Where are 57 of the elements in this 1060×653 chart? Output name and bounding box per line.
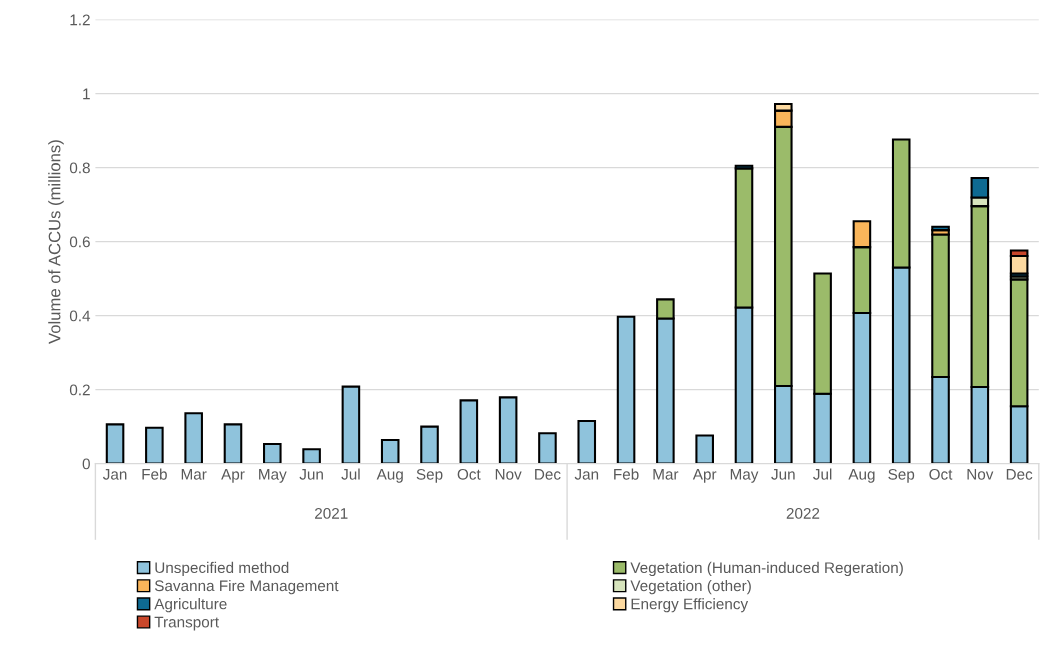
x-tick-label: Oct — [457, 468, 481, 480]
x-tick-label: Feb — [142, 468, 167, 480]
x-tick-label: Jul — [341, 468, 360, 480]
x-tick-label: May — [259, 469, 287, 483]
x-tick-label: Aug — [848, 469, 875, 483]
bar — [380, 438, 400, 464]
bar — [931, 225, 950, 232]
bar — [577, 420, 597, 464]
x-tick-label: Jan — [574, 469, 599, 480]
x-tick-label: Nov — [967, 469, 994, 480]
x-tick-label: Apr — [692, 469, 717, 483]
legend-label: Vegetation (Human-induced Regeration) — [630, 561, 903, 577]
y-axis-title: Volume of ACCUs (millions) — [48, 140, 64, 344]
legend-label: Transport — [154, 616, 219, 631]
bar — [145, 426, 164, 464]
x-tick-label: Aug — [376, 469, 403, 483]
x-tick-label: Nov — [495, 469, 522, 480]
x-tick-label: Sep — [888, 468, 915, 483]
bar — [262, 442, 282, 464]
legend-label: Agriculture — [154, 598, 227, 613]
y-tick-label: 0.8 — [69, 162, 90, 174]
bar — [105, 423, 125, 464]
bar — [184, 412, 203, 464]
bar — [498, 396, 518, 464]
bar — [223, 423, 243, 464]
y-tick-label: 0.2 — [69, 384, 90, 396]
x-tick-label: Dec — [535, 469, 561, 480]
bar — [302, 448, 321, 464]
bar — [341, 385, 361, 464]
x-tick-label: Mar — [181, 469, 207, 480]
x-tick-label: Jan — [102, 469, 127, 480]
legend-label: Vegetation (other) — [630, 579, 751, 595]
y-tick-label: 1.2 — [70, 14, 90, 26]
x-tick-label: Mar — [653, 469, 679, 480]
x-tick-label: Jun — [771, 469, 795, 480]
x-tick-label: May — [730, 469, 759, 483]
x-tick-label: Apr — [221, 469, 245, 483]
bar — [695, 434, 714, 464]
y-tick-label: 0.6 — [69, 236, 90, 248]
bar — [459, 399, 479, 464]
bar — [616, 315, 636, 464]
x-tick-label: Dec — [1006, 469, 1033, 480]
x-tick-label: Jun — [299, 469, 323, 480]
legend-label: Energy Efficiency — [631, 598, 749, 613]
bar — [538, 432, 557, 464]
text: 2021 — [315, 507, 348, 519]
bar — [420, 425, 439, 464]
text: 2022 — [786, 507, 820, 519]
x-tick-label: Sep — [416, 468, 443, 483]
legend-label: Unspecified method — [155, 561, 289, 577]
y-tick-label: 0 — [82, 458, 90, 470]
y-tick-label: 1 — [83, 88, 90, 100]
x-tick-label: Jul — [813, 468, 832, 480]
legend-label: Savanna Fire Management — [154, 579, 339, 595]
x-tick-label: Oct — [929, 468, 953, 480]
x-tick-label: Feb — [614, 468, 639, 480]
y-tick-label: 0.4 — [69, 310, 91, 322]
